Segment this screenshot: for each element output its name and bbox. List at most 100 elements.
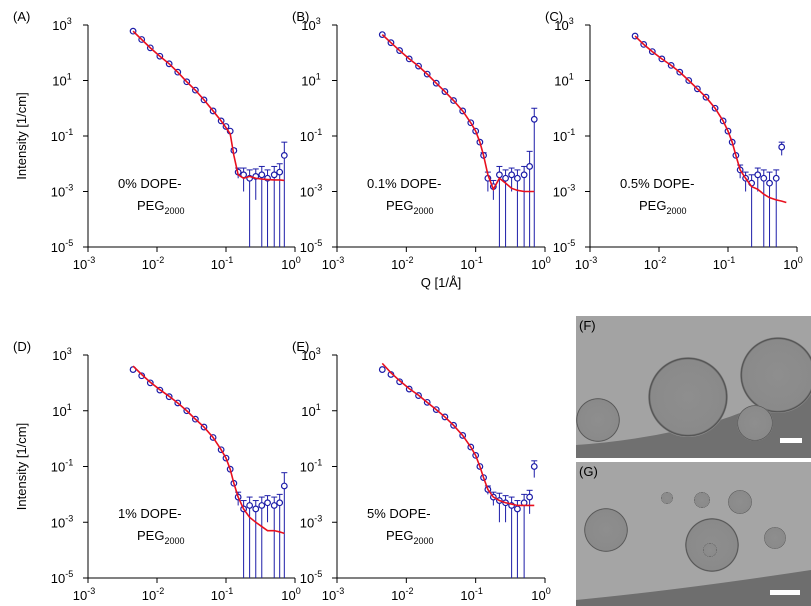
data-point (378, 366, 386, 373)
y-tick-label: 10-5 (300, 238, 322, 255)
x-tick-label: 10-2 (644, 255, 666, 272)
x-tick-label: 10-3 (322, 586, 344, 603)
panel-label: (A) (13, 9, 30, 24)
x-tick-label-base: 10 (142, 257, 156, 272)
y-tick-label-exp: -1 (65, 127, 73, 137)
annotation: PEG2000 (386, 528, 434, 546)
y-tick-label-base: 10 (301, 348, 315, 363)
data-point (270, 502, 278, 509)
x-tick-label: 10-1 (211, 255, 233, 272)
x-tick-label: 100 (281, 255, 300, 272)
annotation: 1% DOPE- (118, 506, 182, 521)
panel-label: (F) (579, 318, 596, 333)
data-point (772, 174, 780, 182)
y-tick-label-exp: 1 (67, 72, 72, 82)
fit-line (381, 362, 535, 507)
y-tick-label: 101 (52, 72, 71, 89)
panel-label: (B) (292, 9, 309, 24)
annotation-sub: 2000 (413, 206, 433, 216)
fit-line (132, 30, 285, 182)
y-tick-label-exp: 1 (316, 402, 321, 412)
y-tick-label-base: 10 (300, 460, 314, 475)
y-tick-label: 101 (52, 402, 71, 419)
x-tick-label-base: 10 (531, 588, 545, 603)
y-tick-label-exp: 3 (569, 16, 574, 26)
annotation: 0.1% DOPE- (367, 176, 441, 191)
fit-line (132, 365, 285, 535)
annotation: 0% DOPE- (118, 176, 182, 191)
y-tick-label: 10-1 (300, 127, 322, 144)
x-tick-label-exp: -2 (156, 255, 164, 265)
data-point (760, 174, 768, 182)
annotation: PEG2000 (386, 198, 434, 216)
y-tick-label: 101 (301, 72, 320, 89)
x-tick-label-exp: -2 (406, 586, 414, 596)
x-axis-title: Q [1/Å] (421, 275, 461, 290)
y-tick-label-base: 10 (300, 571, 314, 586)
y-tick-label-base: 10 (300, 185, 314, 200)
x-tick-label-exp: -2 (406, 255, 414, 265)
y-tick-label-exp: -1 (314, 458, 322, 468)
y-tick-label-base: 10 (553, 240, 567, 255)
annotation: PEG2000 (639, 198, 687, 216)
data-point (280, 482, 288, 490)
data-point (246, 502, 254, 509)
x-tick-label-exp: -3 (87, 255, 95, 265)
micrograph-f: (F) (576, 316, 811, 458)
x-tick-label-base: 10 (211, 588, 225, 603)
y-tick-label-base: 10 (52, 18, 66, 33)
y-tick-label: 103 (301, 16, 320, 33)
x-tick-label-exp: -1 (225, 255, 233, 265)
x-tick-label-base: 10 (281, 588, 295, 603)
panel-label: (C) (545, 9, 563, 24)
y-tick-label-base: 10 (51, 240, 65, 255)
x-tick-label-base: 10 (783, 257, 797, 272)
y-tick-label-base: 10 (51, 571, 65, 586)
y-tick-label-exp: 1 (569, 72, 574, 82)
x-tick-label: 10-1 (460, 255, 482, 272)
y-tick-label: 10-5 (51, 569, 73, 586)
x-tick-label-exp: -3 (589, 255, 597, 265)
data-point (264, 499, 271, 507)
y-tick-label-exp: -1 (314, 127, 322, 137)
data-point (520, 171, 528, 179)
y-tick-label-base: 10 (51, 515, 65, 530)
y-tick-label: 10-3 (553, 183, 575, 200)
annotation-base: PEG (386, 198, 413, 213)
y-tick-label-exp: -5 (314, 238, 322, 248)
data-point (778, 143, 786, 151)
data-point (276, 168, 284, 176)
x-tick-label-base: 10 (391, 588, 405, 603)
x-tick-label-exp: -1 (727, 255, 735, 265)
y-tick-label: 10-1 (51, 127, 73, 144)
data-point (502, 174, 509, 182)
y-tick-label-base: 10 (52, 348, 66, 363)
y-tick-label-base: 10 (553, 129, 567, 144)
panel-label: (G) (579, 464, 598, 479)
y-tick-label-exp: 3 (67, 346, 72, 356)
annotation-base: PEG (137, 528, 164, 543)
x-tick-label-base: 10 (460, 588, 474, 603)
x-tick-label-base: 10 (211, 257, 225, 272)
y-tick-label-base: 10 (51, 460, 65, 475)
panel-label: (E) (292, 339, 309, 354)
x-tick-label-exp: 0 (296, 255, 301, 265)
annotation-base: PEG (137, 198, 164, 213)
y-tick-label-base: 10 (554, 18, 568, 33)
x-tick-label: 10-1 (460, 586, 482, 603)
y-tick-label-base: 10 (300, 129, 314, 144)
x-tick-label-base: 10 (713, 257, 727, 272)
x-tick-label-base: 10 (575, 257, 589, 272)
data-point (514, 174, 521, 182)
y-tick-label-exp: -3 (314, 513, 322, 523)
x-tick-label: 10-2 (142, 255, 164, 272)
data-point (526, 493, 534, 501)
panel-label: (D) (13, 339, 31, 354)
x-tick-label: 10-1 (211, 586, 233, 603)
y-tick-label-exp: 1 (67, 402, 72, 412)
annotation-sub: 2000 (164, 536, 184, 546)
x-tick-label: 10-3 (73, 586, 95, 603)
y-tick-label: 103 (554, 16, 573, 33)
y-tick-label-exp: -5 (65, 238, 73, 248)
